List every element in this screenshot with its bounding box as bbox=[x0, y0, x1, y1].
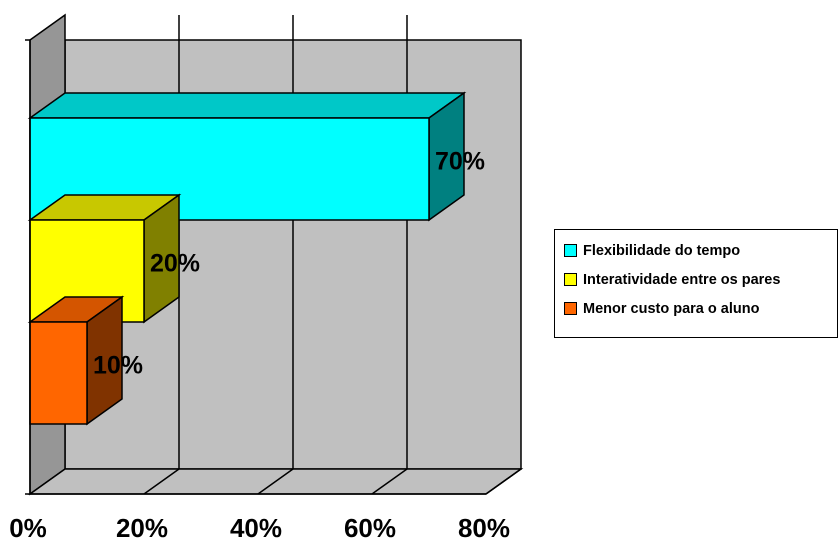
legend-item-interatividade: Interatividade entre os pares bbox=[564, 265, 837, 294]
x-tick-label-40: 40% bbox=[230, 513, 282, 543]
bar-top-flexibilidade-do-tempo bbox=[27, 92, 467, 119]
axes bbox=[25, 39, 486, 495]
floor-gridline-40 bbox=[257, 468, 294, 495]
x-tick-label-60: 60% bbox=[344, 513, 396, 543]
bar-menor-custo-para-o-aluno bbox=[29, 321, 88, 425]
data-label-menor-custo-para-o-aluno: 10% bbox=[93, 352, 143, 380]
floor-gridline-80 bbox=[485, 468, 522, 495]
tick-labels: 0% 20% 40% 60% 80% bbox=[9, 513, 510, 543]
legend: Flexibilidade do tempo Interatividade en… bbox=[554, 229, 838, 338]
legend-swatch-menor-custo bbox=[564, 302, 577, 315]
floor-gridline-20 bbox=[143, 468, 180, 495]
legend-label: Flexibilidade do tempo bbox=[583, 242, 741, 259]
floor-gridline-60 bbox=[371, 468, 408, 495]
bar-interatividade-entre-os-pares bbox=[29, 219, 145, 323]
legend-item-flexibilidade: Flexibilidade do tempo bbox=[564, 236, 837, 265]
legend-item-menor-custo: Menor custo para o aluno bbox=[564, 294, 837, 323]
data-label-interatividade-entre-os-pares: 20% bbox=[150, 250, 200, 278]
data-label-flexibilidade-do-tempo: 70% bbox=[435, 148, 485, 176]
bars bbox=[27, 91, 467, 426]
legend-swatch-interatividade bbox=[564, 273, 577, 286]
x-tick-label-0: 0% bbox=[9, 513, 47, 543]
x-tick-label-20: 20% bbox=[116, 513, 168, 543]
data-labels: 70% 20% 10% bbox=[93, 148, 485, 380]
legend-label: Menor custo para o aluno bbox=[583, 300, 760, 317]
legend-label: Interatividade entre os pares bbox=[583, 271, 781, 288]
legend-swatch-flexibilidade bbox=[564, 244, 577, 257]
x-tick-label-80: 80% bbox=[458, 513, 510, 543]
